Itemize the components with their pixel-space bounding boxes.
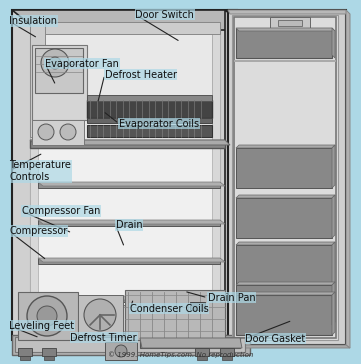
Text: Drain Pan: Drain Pan	[208, 293, 255, 303]
Bar	[236, 198, 332, 238]
Text: Temperature
Controls: Temperature Controls	[9, 160, 71, 182]
Bar	[30, 22, 220, 34]
Text: Defrost Timer: Defrost Timer	[70, 333, 137, 343]
Bar	[30, 22, 220, 30]
Bar	[38, 305, 220, 333]
Polygon shape	[236, 28, 335, 31]
Polygon shape	[236, 195, 335, 198]
Bar	[278, 20, 302, 26]
Polygon shape	[332, 242, 335, 285]
Bar	[18, 292, 78, 340]
Text: Condenser Coils: Condenser Coils	[130, 304, 209, 314]
Bar	[42, 348, 56, 356]
Polygon shape	[38, 182, 225, 186]
Bar	[125, 290, 225, 340]
Bar	[234, 60, 336, 62]
Text: Evaporator Coils: Evaporator Coils	[119, 119, 199, 129]
Text: Insulation: Insulation	[9, 16, 57, 26]
Bar	[140, 338, 240, 348]
Bar	[18, 348, 32, 356]
Bar	[15, 337, 245, 352]
Bar	[232, 15, 338, 340]
Text: Evaporator Fan: Evaporator Fan	[45, 59, 119, 69]
Polygon shape	[12, 10, 250, 30]
Circle shape	[84, 299, 116, 331]
Bar	[12, 335, 250, 355]
Polygon shape	[332, 292, 335, 335]
Polygon shape	[38, 220, 225, 224]
Polygon shape	[346, 10, 350, 348]
Bar	[38, 182, 220, 188]
Polygon shape	[228, 345, 350, 348]
Bar	[35, 48, 83, 93]
Bar	[212, 22, 220, 332]
Bar	[30, 22, 45, 137]
Bar	[38, 28, 212, 143]
Bar	[228, 10, 346, 345]
Bar	[78, 295, 123, 335]
Polygon shape	[236, 145, 335, 148]
Bar	[30, 22, 220, 332]
Polygon shape	[30, 140, 230, 145]
Bar	[236, 28, 332, 58]
Bar	[87, 118, 212, 123]
Bar	[32, 120, 84, 145]
Bar	[234, 17, 336, 338]
Bar	[87, 125, 212, 137]
Circle shape	[41, 49, 69, 77]
Circle shape	[37, 306, 57, 326]
Bar	[30, 140, 225, 148]
Bar	[190, 302, 205, 310]
Bar	[30, 22, 38, 332]
Bar	[132, 307, 218, 331]
Text: Leveling Feet: Leveling Feet	[9, 321, 74, 331]
Bar	[105, 342, 137, 360]
Polygon shape	[225, 10, 250, 350]
Text: Defrost Heater: Defrost Heater	[105, 70, 177, 80]
Polygon shape	[332, 282, 335, 325]
Polygon shape	[332, 145, 335, 188]
Polygon shape	[38, 258, 225, 262]
Circle shape	[60, 124, 76, 140]
Text: Compressor: Compressor	[9, 226, 67, 236]
Polygon shape	[236, 242, 335, 245]
Polygon shape	[332, 195, 335, 238]
Polygon shape	[12, 340, 250, 355]
Circle shape	[38, 124, 54, 140]
Bar	[87, 100, 212, 118]
Bar	[222, 356, 232, 360]
Circle shape	[115, 345, 127, 357]
Bar	[236, 295, 332, 335]
Bar	[32, 45, 87, 120]
Polygon shape	[228, 10, 348, 14]
Text: Drain: Drain	[116, 220, 142, 230]
Bar	[87, 95, 212, 101]
Bar	[40, 307, 126, 331]
Polygon shape	[332, 28, 335, 58]
Circle shape	[27, 296, 67, 336]
Text: © 1999. HomeTips.com. No reproduction: © 1999. HomeTips.com. No reproduction	[108, 352, 253, 358]
Bar	[236, 148, 332, 188]
Bar	[220, 348, 234, 356]
Bar	[236, 245, 332, 285]
Bar	[38, 220, 220, 226]
Text: Door Switch: Door Switch	[135, 9, 194, 20]
Bar	[12, 10, 237, 340]
Bar	[270, 17, 310, 29]
Bar	[197, 356, 207, 360]
Bar	[38, 258, 220, 264]
Bar	[236, 285, 332, 325]
Bar	[20, 356, 30, 360]
Polygon shape	[236, 282, 335, 285]
Polygon shape	[140, 338, 242, 348]
Text: Compressor Fan: Compressor Fan	[22, 206, 100, 216]
Text: Door Gasket: Door Gasket	[245, 333, 306, 344]
Bar	[44, 356, 54, 360]
Bar	[195, 348, 209, 356]
Circle shape	[49, 57, 61, 69]
Polygon shape	[38, 296, 225, 300]
Polygon shape	[236, 292, 335, 295]
Bar	[38, 296, 220, 302]
